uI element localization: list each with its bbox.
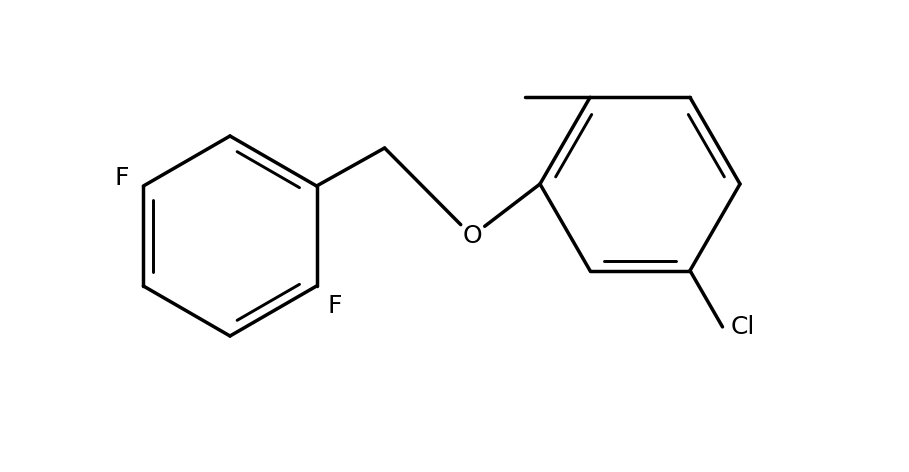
Text: F: F <box>327 294 342 318</box>
Text: Cl: Cl <box>731 315 754 339</box>
Text: O: O <box>462 224 482 248</box>
Text: F: F <box>115 166 129 190</box>
